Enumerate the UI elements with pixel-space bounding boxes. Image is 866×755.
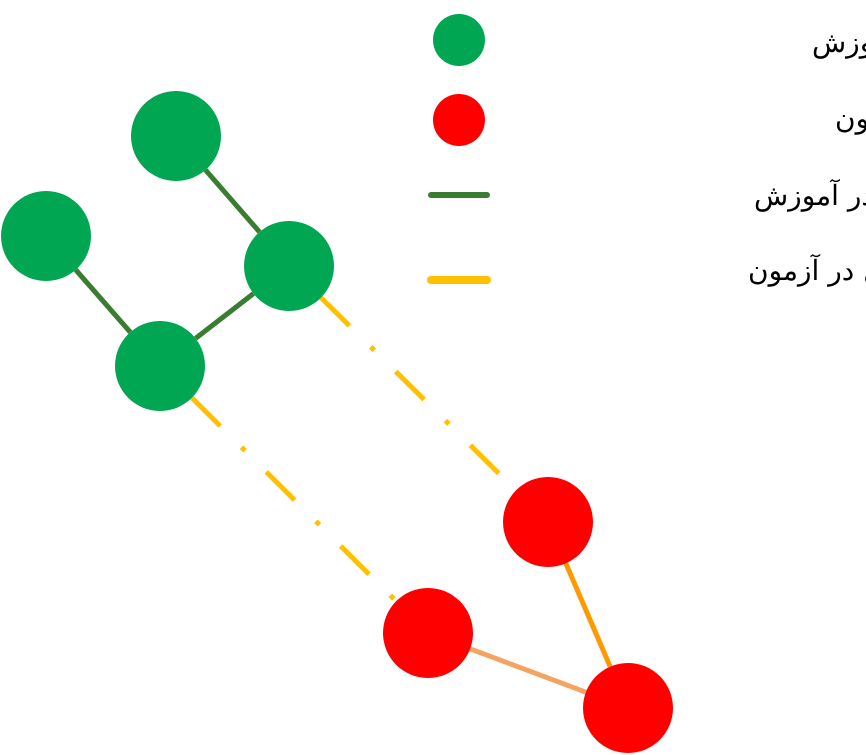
legend-label-test-interaction: تداخل در آزمون	[748, 253, 866, 287]
legend-label-train-interaction: تداخل در آموزش	[754, 178, 866, 212]
legend-marker-test-drug	[433, 94, 485, 146]
edges-layer	[73, 168, 613, 695]
test-drug-node-r1	[383, 588, 473, 678]
edge-r2-r3	[563, 562, 613, 668]
legend: داروی موجود در آموزش داروی موجود در آزمو…	[427, 14, 866, 287]
edge-g2-g4	[203, 168, 262, 234]
train-drug-node-g2	[131, 91, 221, 181]
nodes-layer	[1, 91, 673, 753]
test-drug-node-r3	[583, 663, 673, 753]
legend-label-train-drug: داروی موجود در آموزش	[812, 25, 866, 59]
edge-g3-r1	[190, 396, 398, 603]
edge-g1-g3	[73, 268, 133, 334]
edge-r1-r3	[469, 646, 587, 695]
edge-g3-g4	[194, 291, 255, 341]
edge-g4-r2	[319, 295, 518, 493]
test-drug-node-r2	[503, 477, 593, 567]
train-drug-node-g3	[115, 321, 205, 411]
legend-label-test-drug: داروی موجود در آزمون	[835, 101, 866, 135]
train-drug-node-g4	[244, 221, 334, 311]
train-drug-node-g1	[1, 191, 91, 281]
legend-marker-train-drug	[433, 14, 485, 66]
